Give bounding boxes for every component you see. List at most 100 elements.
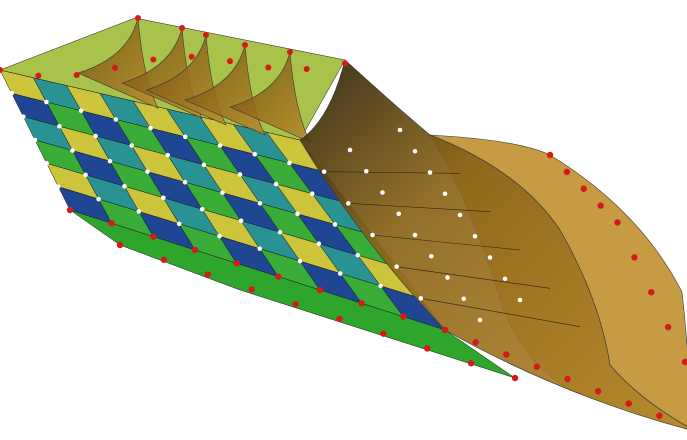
- control-point: [656, 412, 663, 419]
- interior-point: [380, 190, 385, 195]
- control-point: [380, 330, 387, 337]
- control-point: [135, 15, 141, 21]
- control-point: [227, 58, 233, 65]
- interior-point: [273, 181, 279, 187]
- interior-point: [295, 211, 300, 217]
- control-point: [511, 374, 519, 382]
- control-point: [303, 66, 310, 73]
- interior-point: [363, 168, 369, 174]
- sheet-grid-line: [348, 203, 491, 212]
- control-point: [188, 53, 195, 60]
- interior-point: [257, 246, 263, 252]
- control-point: [625, 400, 632, 407]
- lower-strip: [69, 209, 516, 379]
- sheet-grid-line: [420, 298, 581, 327]
- control-point: [614, 219, 621, 226]
- interior-point: [287, 160, 292, 166]
- control-point: [533, 363, 541, 370]
- control-point: [342, 60, 348, 67]
- control-point: [160, 256, 168, 263]
- control-point: [179, 25, 185, 31]
- interior-point: [32, 137, 38, 143]
- control-point: [292, 300, 299, 308]
- interior-point: [461, 296, 467, 302]
- control-point: [0, 67, 3, 73]
- interior-point: [129, 143, 134, 148]
- control-point: [563, 168, 571, 176]
- sheet-grid-line: [324, 171, 461, 174]
- control-point: [233, 260, 240, 267]
- interior-point: [96, 196, 101, 202]
- interior-point: [277, 229, 283, 235]
- control-point: [546, 151, 554, 159]
- interior-point: [107, 158, 113, 164]
- control-point: [73, 72, 80, 79]
- interior-point: [394, 264, 399, 269]
- control-point: [203, 32, 209, 38]
- interior-point: [457, 212, 463, 218]
- control-point: [336, 315, 343, 323]
- interior-point: [83, 172, 88, 178]
- control-point: [287, 49, 293, 55]
- control-point: [35, 72, 42, 79]
- interior-point: [9, 91, 14, 96]
- control-points: [0, 15, 687, 430]
- interior-point: [316, 241, 322, 247]
- control-point: [248, 286, 255, 293]
- interior-point: [145, 169, 150, 174]
- interior-point: [44, 99, 49, 105]
- control-point: [580, 185, 587, 192]
- interior-point: [113, 117, 119, 122]
- control-point: [631, 254, 638, 261]
- front-brown-sheet: [299, 59, 687, 430]
- interior-point: [122, 183, 127, 189]
- interior-point: [70, 148, 75, 153]
- control-point: [316, 286, 324, 294]
- interior-point: [165, 152, 171, 158]
- control-point: [594, 388, 602, 395]
- control-point: [242, 42, 248, 48]
- control-point: [358, 300, 365, 307]
- front-sheet-surface: [299, 59, 687, 430]
- interior-point: [346, 201, 351, 206]
- control-point: [275, 273, 282, 280]
- control-point: [681, 358, 687, 366]
- interior-point: [321, 169, 327, 174]
- interior-point: [397, 127, 403, 133]
- interior-point: [182, 134, 188, 140]
- control-point: [265, 64, 272, 71]
- interior-point: [44, 161, 49, 166]
- interior-point: [136, 209, 142, 214]
- control-point: [441, 326, 449, 334]
- interior-point: [199, 206, 205, 212]
- interior-point: [428, 253, 434, 259]
- interior-point: [337, 271, 343, 276]
- interior-point: [57, 123, 62, 129]
- control-point: [564, 375, 571, 383]
- interior-point: [148, 125, 153, 131]
- interior-point: [502, 276, 508, 282]
- interior-point: [21, 114, 26, 119]
- interior-point: [472, 233, 478, 239]
- control-point: [648, 289, 655, 296]
- sheet-grid-line: [372, 234, 521, 251]
- control-point: [467, 360, 475, 367]
- interior-point: [487, 255, 493, 260]
- control-point: [116, 241, 124, 249]
- interior-point: [176, 221, 182, 227]
- control-point: [191, 246, 199, 254]
- interior-point: [56, 184, 61, 189]
- interior-point: [78, 108, 84, 114]
- interior-point: [297, 258, 303, 264]
- interior-point: [257, 201, 263, 206]
- interior-point: [517, 297, 523, 303]
- interior-point: [427, 170, 433, 175]
- interior-point: [442, 191, 448, 197]
- interior-point: [445, 275, 450, 280]
- interior-point: [370, 232, 375, 238]
- control-point: [664, 323, 672, 331]
- control-point: [424, 345, 431, 352]
- interior-point: [418, 296, 424, 301]
- interior-point: [217, 143, 223, 148]
- control-point: [472, 339, 479, 346]
